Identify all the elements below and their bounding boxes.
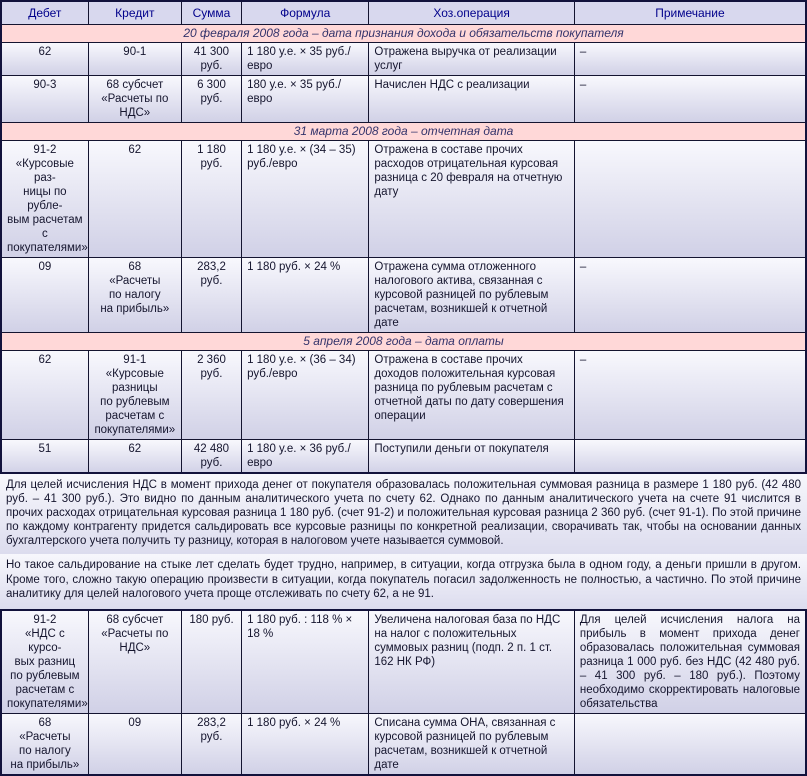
note-cell: Для целей исчисления налога на прибыль в… — [573, 609, 807, 714]
credit-cell: 68 субсчет «Расчеты по НДС» — [87, 609, 182, 714]
date-band-label: 5 апреля 2008 года – дата оплаты — [0, 332, 807, 352]
note-cell — [573, 712, 807, 776]
note-cell — [573, 439, 807, 474]
credit-cell: 62 — [87, 439, 182, 474]
date-band-apr5: 5 апреля 2008 года – дата оплаты — [0, 332, 807, 352]
debit-cell: 91-2 «НДС с курсо- вых разниц по рублевы… — [0, 609, 89, 714]
table-row: 68 «Расчеты по налогу на прибыль» 09 283… — [0, 712, 807, 776]
formula-cell: 180 у.е. × 35 руб./евро — [241, 75, 370, 124]
sum-cell: 283,2 руб. — [180, 712, 243, 776]
sum-cell: 6 300 руб. — [180, 75, 243, 124]
formula-cell: 1 180 у.е. × (34 – 35) руб./евро — [241, 140, 370, 259]
operation-cell: Отражена выручка от реализации услуг — [368, 41, 575, 77]
sum-cell: 180 руб. — [180, 609, 243, 714]
debit-cell: 51 — [0, 439, 89, 474]
operation-cell: Отражена в составе прочих расходов отриц… — [368, 140, 575, 259]
commentary-paragraph: Но такое сальдирование на стыке лет сдел… — [0, 554, 807, 609]
operation-cell: Начислен НДС с реализации — [368, 75, 575, 124]
note-cell: – — [573, 75, 807, 124]
operation-cell: Отражена в составе прочих доходов положи… — [368, 350, 575, 441]
credit-cell: 62 — [87, 140, 182, 259]
credit-cell: 91-1 «Курсовые разницы по рублевым расче… — [87, 350, 182, 441]
note-cell: – — [573, 257, 807, 334]
sum-cell: 283,2 руб. — [180, 257, 243, 334]
col-header-sum: Сумма — [180, 0, 243, 25]
formula-cell: 1 180 руб. × 24 % — [241, 257, 370, 334]
col-header-formula: Формула — [241, 0, 370, 25]
date-band-label: 31 марта 2008 года – отчетная дата — [0, 122, 807, 142]
table-row: 90-3 68 субсчет «Расчеты по НДС» 6 300 р… — [0, 75, 807, 124]
table-row: 91-2 «НДС с курсо- вых разниц по рублевы… — [0, 609, 807, 714]
credit-cell: 09 — [87, 712, 182, 776]
debit-cell: 68 «Расчеты по налогу на прибыль» — [0, 712, 89, 776]
col-header-debit: Дебет — [0, 0, 89, 25]
col-header-operation: Хоз.операция — [368, 0, 575, 25]
note-cell: – — [573, 350, 807, 441]
date-band-feb20: 20 февраля 2008 года – дата признания до… — [0, 24, 807, 43]
debit-cell: 62 — [0, 41, 89, 77]
debit-cell: 91-2 «Курсовые раз- ницы по рубле- вым р… — [0, 140, 89, 259]
credit-cell: 68 «Расчеты по налогу на прибыль» — [87, 257, 182, 334]
operation-cell: Списана сумма ОНА, связанная с курсовой … — [368, 712, 575, 776]
note-cell: – — [573, 41, 807, 77]
sum-cell: 41 300 руб. — [180, 41, 243, 77]
formula-cell: 1 180 руб. × 24 % — [241, 712, 370, 776]
sum-cell: 2 360 руб. — [180, 350, 243, 441]
date-band-mar31: 31 марта 2008 года – отчетная дата — [0, 122, 807, 142]
note-cell — [573, 140, 807, 259]
formula-cell: 1 180 у.е. × 35 руб./евро — [241, 41, 370, 77]
formula-cell: 1 180 руб. : 118 % × 18 % — [241, 609, 370, 714]
ledger-header-row: Дебет Кредит Сумма Формула Хоз.операция … — [0, 0, 807, 25]
debit-cell: 09 — [0, 257, 89, 334]
operation-cell: Увеличена налоговая база по НДС на налог… — [368, 609, 575, 714]
table-row: 09 68 «Расчеты по налогу на прибыль» 283… — [0, 257, 807, 334]
operation-cell: Отражена сумма отложенного налогового ак… — [368, 257, 575, 334]
commentary-paragraph: Для целей исчисления НДС в момент приход… — [0, 474, 807, 555]
col-header-credit: Кредит — [87, 0, 182, 25]
formula-cell: 1 180 у.е. × 36 руб./евро — [241, 439, 370, 474]
col-header-note: Примечание — [573, 0, 807, 25]
debit-cell: 62 — [0, 350, 89, 441]
ledger-table: Дебет Кредит Сумма Формула Хоз.операция … — [0, 0, 807, 475]
formula-cell: 1 180 у.е. × (36 – 34) руб./евро — [241, 350, 370, 441]
operation-cell: Поступили деньги от покупателя — [368, 439, 575, 474]
ledger-table-continued: 91-2 «НДС с курсо- вых разниц по рублевы… — [0, 608, 807, 776]
table-row: 62 91-1 «Курсовые разницы по рублевым ра… — [0, 350, 807, 441]
sum-cell: 1 180 руб. — [180, 140, 243, 259]
table-row: 51 62 42 480 руб. 1 180 у.е. × 36 руб./е… — [0, 439, 807, 474]
sum-cell: 42 480 руб. — [180, 439, 243, 474]
credit-cell: 90-1 — [87, 41, 182, 77]
table-row: 62 90-1 41 300 руб. 1 180 у.е. × 35 руб.… — [0, 41, 807, 77]
credit-cell: 68 субсчет «Расчеты по НДС» — [87, 75, 182, 124]
debit-cell: 90-3 — [0, 75, 89, 124]
date-band-label: 20 февраля 2008 года – дата признания до… — [0, 24, 807, 43]
commentary-block: Для целей исчисления НДС в момент приход… — [0, 474, 807, 609]
table-row: 91-2 «Курсовые раз- ницы по рубле- вым р… — [0, 140, 807, 259]
